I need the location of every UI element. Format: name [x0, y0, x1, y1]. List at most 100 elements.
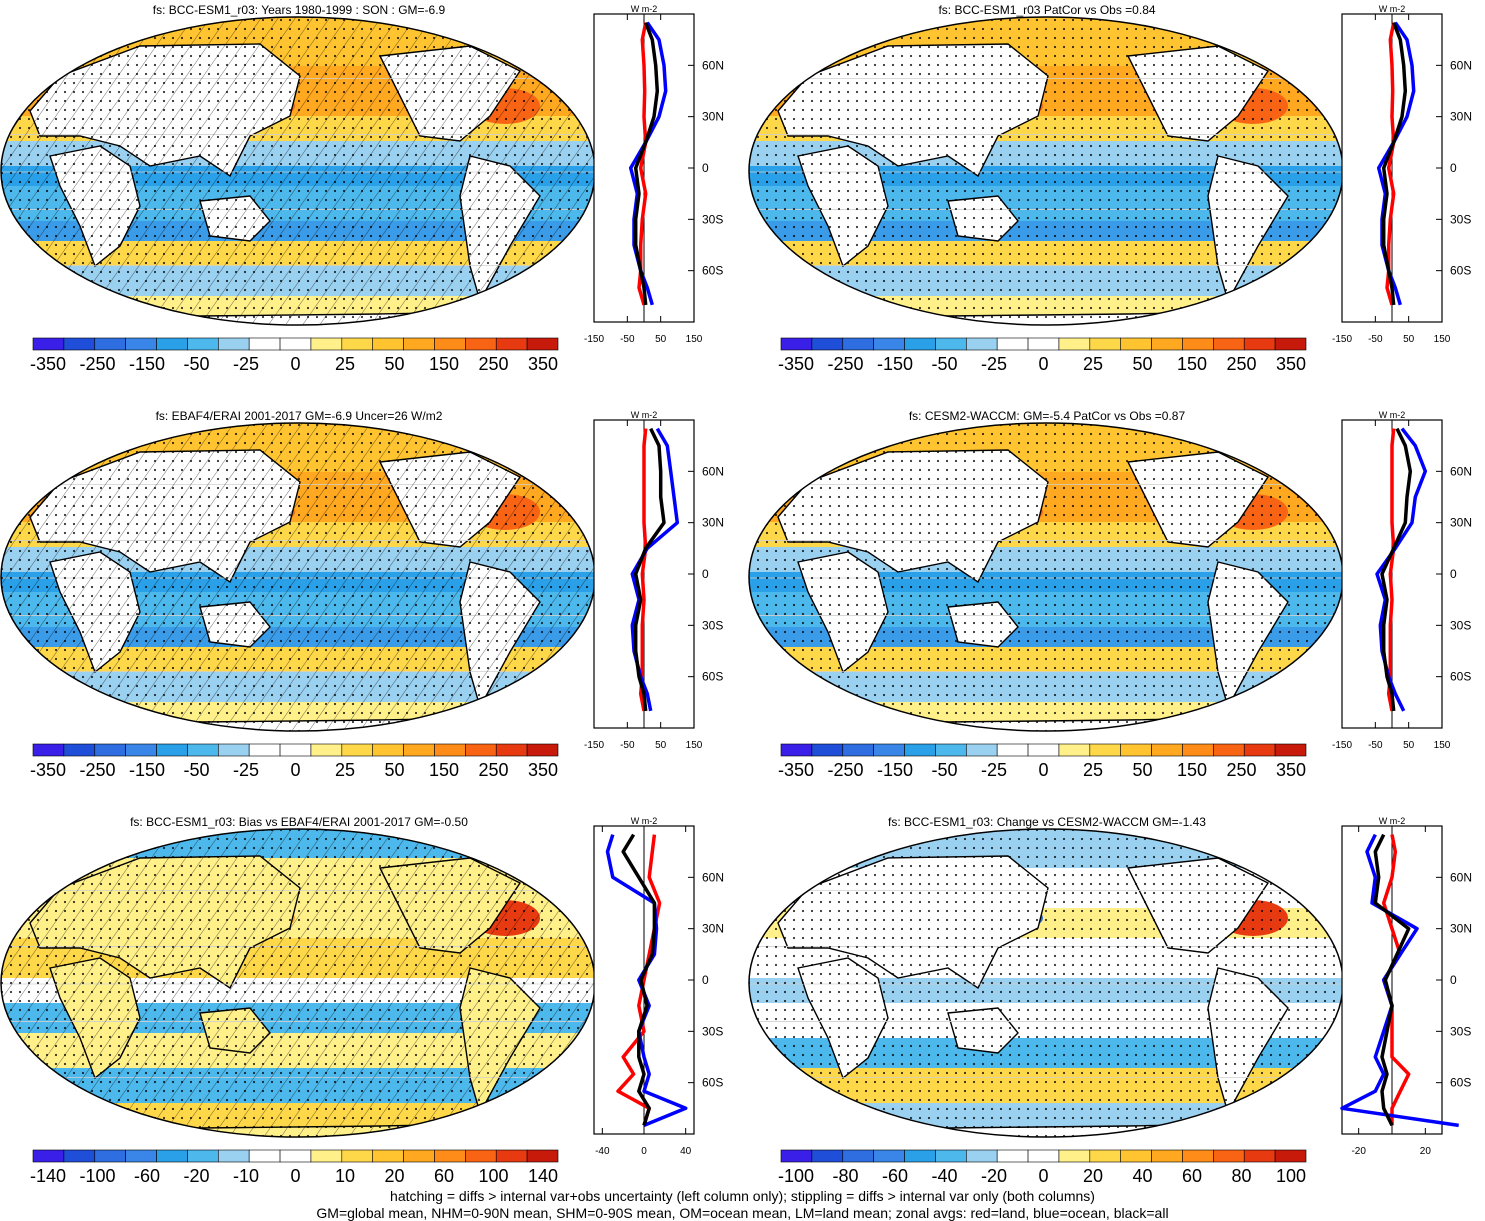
map-globe: [749, 17, 1343, 325]
colorbar-tick-label: 50: [1132, 354, 1152, 374]
zonal-x-tick-label: 50: [1403, 334, 1415, 345]
colorbar-swatch: [1243, 743, 1276, 757]
zonal-lat-label: 30S: [1450, 1024, 1471, 1038]
colorbar-swatch: [526, 1149, 559, 1163]
colorbar-tick-label: -50: [183, 760, 209, 780]
colorbar-swatch: [217, 1149, 250, 1163]
hatching: [1, 829, 595, 1137]
footer-line-2: GM=global mean, NHM=0-90N mean, SHM=0-90…: [316, 1205, 1169, 1221]
zonal-unit-label: W m-2: [631, 410, 658, 420]
colorbar-tick-label: -25: [233, 354, 259, 374]
colorbar-swatch: [1182, 337, 1214, 351]
colorbar-swatch: [842, 743, 874, 757]
colorbar-swatch: [965, 743, 998, 757]
colorbar-tick-label: 0: [1038, 1166, 1048, 1186]
colorbar-tick-label: -350: [30, 354, 66, 374]
colorbar-swatch: [156, 1149, 188, 1163]
colorbar-tick-label: 10: [335, 1166, 355, 1186]
colorbar-swatch: [32, 337, 65, 351]
colorbar-tick-label: 50: [384, 760, 404, 780]
zonal-x-tick-label: -20: [1351, 1146, 1366, 1157]
colorbar-swatch: [187, 1149, 219, 1163]
colorbar-tick-label: 350: [528, 760, 558, 780]
zonal-series-land: [616, 834, 662, 1126]
colorbar-swatch: [434, 1149, 466, 1163]
colorbar-tick-label: 25: [335, 354, 355, 374]
colorbar-swatch: [279, 1149, 312, 1163]
zonal-lat-label: 60N: [702, 870, 724, 884]
colorbar-tick-label: -150: [877, 354, 913, 374]
colorbar-swatch: [873, 337, 905, 351]
colorbar-swatch: [63, 337, 96, 351]
colorbar-swatch: [996, 1149, 1029, 1163]
colorbar-swatch: [310, 1149, 343, 1163]
zonal-lat-label: 0: [1450, 973, 1457, 987]
colorbar-swatch: [372, 1149, 404, 1163]
zonal-lat-label: 60S: [702, 1076, 723, 1090]
zonal-unit-label: W m-2: [1379, 816, 1406, 826]
colorbar-tick-label: -150: [129, 760, 165, 780]
zonal-x-tick-label: -50: [620, 740, 635, 751]
colorbar-swatch: [63, 743, 96, 757]
colorbar-swatch: [341, 743, 374, 757]
colorbar-swatch: [372, 743, 404, 757]
colorbar-swatch: [935, 1149, 967, 1163]
colorbar-tick-label: 0: [290, 354, 300, 374]
zonal-lat-label: 30N: [1450, 110, 1472, 124]
zonal-x-tick-label: -40: [595, 1146, 610, 1157]
zonal-lat-label: 60N: [702, 464, 724, 478]
colorbar-tick-label: 150: [429, 354, 459, 374]
zonal-x-tick-label: -50: [1368, 740, 1383, 751]
colorbar-tick-label: -50: [931, 354, 957, 374]
colorbar-tick-label: -40: [931, 1166, 957, 1186]
map-globe: [749, 829, 1343, 1137]
zonal-x-tick-label: -50: [620, 334, 635, 345]
colorbar-swatch: [156, 743, 188, 757]
colorbar-swatch: [434, 337, 466, 351]
colorbar-swatch: [1089, 743, 1122, 757]
colorbar-swatch: [904, 1149, 936, 1163]
hatching: [1, 423, 595, 731]
colorbar-swatch: [341, 337, 374, 351]
colorbar-tick-label: -350: [30, 760, 66, 780]
colorbar-tick-label: -25: [233, 760, 259, 780]
colorbar-swatch: [1213, 743, 1245, 757]
zonal-lat-label: 60N: [1450, 58, 1472, 72]
zonal-x-tick-label: -150: [584, 334, 604, 345]
colorbar-tick-label: -25: [981, 354, 1007, 374]
colorbar-swatch: [904, 337, 936, 351]
colorbar-swatch: [965, 337, 998, 351]
zonal-series-all: [1380, 427, 1413, 712]
zonal-lat-label: 0: [702, 973, 709, 987]
zonal-lat-label: 60N: [1450, 464, 1472, 478]
colorbar-tick-label: -140: [30, 1166, 66, 1186]
colorbar-swatch: [1213, 1149, 1245, 1163]
footer-line-1: hatching = diffs > internal var+obs unce…: [390, 1188, 1095, 1204]
panel-3-title: fs: EBAF4/ERAI 2001-2017 GM=-6.9 Uncer=2…: [155, 409, 443, 423]
colorbar-swatch: [1058, 337, 1091, 351]
colorbar-tick-label: 25: [1083, 354, 1103, 374]
colorbar-tick-label: -20: [981, 1166, 1007, 1186]
colorbar-swatch: [125, 337, 157, 351]
zonal-lat-label: 30S: [1450, 618, 1471, 632]
colorbar-swatch: [1213, 337, 1245, 351]
zonal-unit-label: W m-2: [1379, 410, 1406, 420]
zonal-lat-label: 30S: [702, 1024, 723, 1038]
map-globe: [1, 423, 595, 731]
zonal-x-tick-label: 150: [1434, 740, 1451, 751]
colorbar-tick-label: -60: [882, 1166, 908, 1186]
colorbar-swatch: [1182, 743, 1214, 757]
zonal-lat-label: 30N: [1450, 922, 1472, 936]
colorbar-tick-label: -350: [778, 354, 814, 374]
colorbar-swatch: [1274, 1149, 1307, 1163]
colorbar-swatch: [996, 337, 1029, 351]
colorbar-tick-label: -250: [827, 354, 863, 374]
zonal-lat-label: 60S: [1450, 670, 1471, 684]
colorbar-swatch: [904, 743, 936, 757]
zonal-x-tick-label: 0: [641, 1146, 647, 1157]
colorbar-tick-label: -60: [134, 1166, 160, 1186]
panel-6-title: fs: BCC-ESM1_r03: Change vs CESM2-WACCM …: [888, 815, 1206, 829]
colorbar-tick-label: 150: [429, 760, 459, 780]
zonal-lat-label: 60S: [702, 670, 723, 684]
colorbar-swatch: [248, 337, 281, 351]
